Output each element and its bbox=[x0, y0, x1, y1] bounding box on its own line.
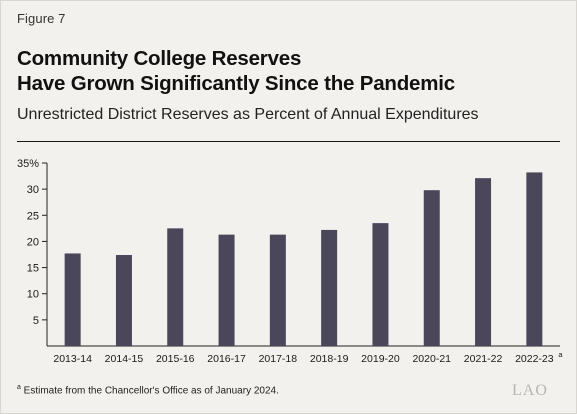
x-tick-label: 2013-14 bbox=[53, 353, 92, 365]
bar-2022-23 bbox=[526, 172, 543, 346]
y-tick-label: 25 bbox=[27, 210, 39, 222]
lao-logo: LAO bbox=[512, 382, 548, 399]
bar-2020-21 bbox=[423, 190, 440, 346]
x-tick-label: 2021-22 bbox=[464, 353, 503, 365]
chart-title-line-2: Have Grown Significantly Since the Pande… bbox=[17, 72, 455, 95]
bar-2015-16 bbox=[167, 228, 184, 346]
title-divider bbox=[17, 141, 560, 142]
x-tick-label: 2017-18 bbox=[259, 353, 298, 365]
footnote-marker: a bbox=[17, 384, 21, 391]
x-tick-label: 2022-23 bbox=[515, 353, 554, 365]
footnote: a Estimate from the Chancellor's Office … bbox=[17, 384, 279, 396]
bar-2016-17 bbox=[218, 234, 235, 346]
y-tick-label: 20 bbox=[27, 236, 39, 248]
x-tick-label: 2014-15 bbox=[105, 353, 144, 365]
chart-title-line-1: Community College Reserves bbox=[17, 47, 302, 70]
chart-subtitle: Unrestricted District Reserves as Percen… bbox=[17, 106, 479, 123]
bar-2021-22 bbox=[475, 178, 492, 346]
x-tick-label: 2020-21 bbox=[412, 353, 451, 365]
x-tick-label: 2019-20 bbox=[361, 353, 400, 365]
x-tick-label: 2018-19 bbox=[310, 353, 349, 365]
x-tick-label: 2016-17 bbox=[207, 353, 246, 365]
figure-label: Figure 7 bbox=[17, 11, 66, 26]
bar-2013-14 bbox=[64, 253, 81, 346]
y-tick-label: 15 bbox=[27, 263, 39, 275]
x-tick-label: 2015-16 bbox=[156, 353, 195, 365]
y-tick-label: 5 bbox=[33, 315, 39, 327]
footnote-text: Estimate from the Chancellor's Office as… bbox=[20, 385, 279, 397]
bar-2019-20 bbox=[372, 223, 389, 346]
y-tick-label: 30 bbox=[27, 184, 39, 196]
y-tick-label: 35% bbox=[17, 158, 39, 170]
bar-chart: 5 10 15 20 25 30 35% 2013-14 2014-15 2015-16 2016-… bbox=[17, 158, 563, 365]
x-tick-superscript: a bbox=[558, 350, 563, 359]
bar-2014-15 bbox=[115, 255, 132, 346]
y-tick-label: 10 bbox=[27, 289, 39, 301]
bar-2018-19 bbox=[321, 229, 338, 346]
bar-2017-18 bbox=[269, 234, 286, 346]
chart-title: Community College Reserves Have Grown Si… bbox=[17, 46, 455, 96]
